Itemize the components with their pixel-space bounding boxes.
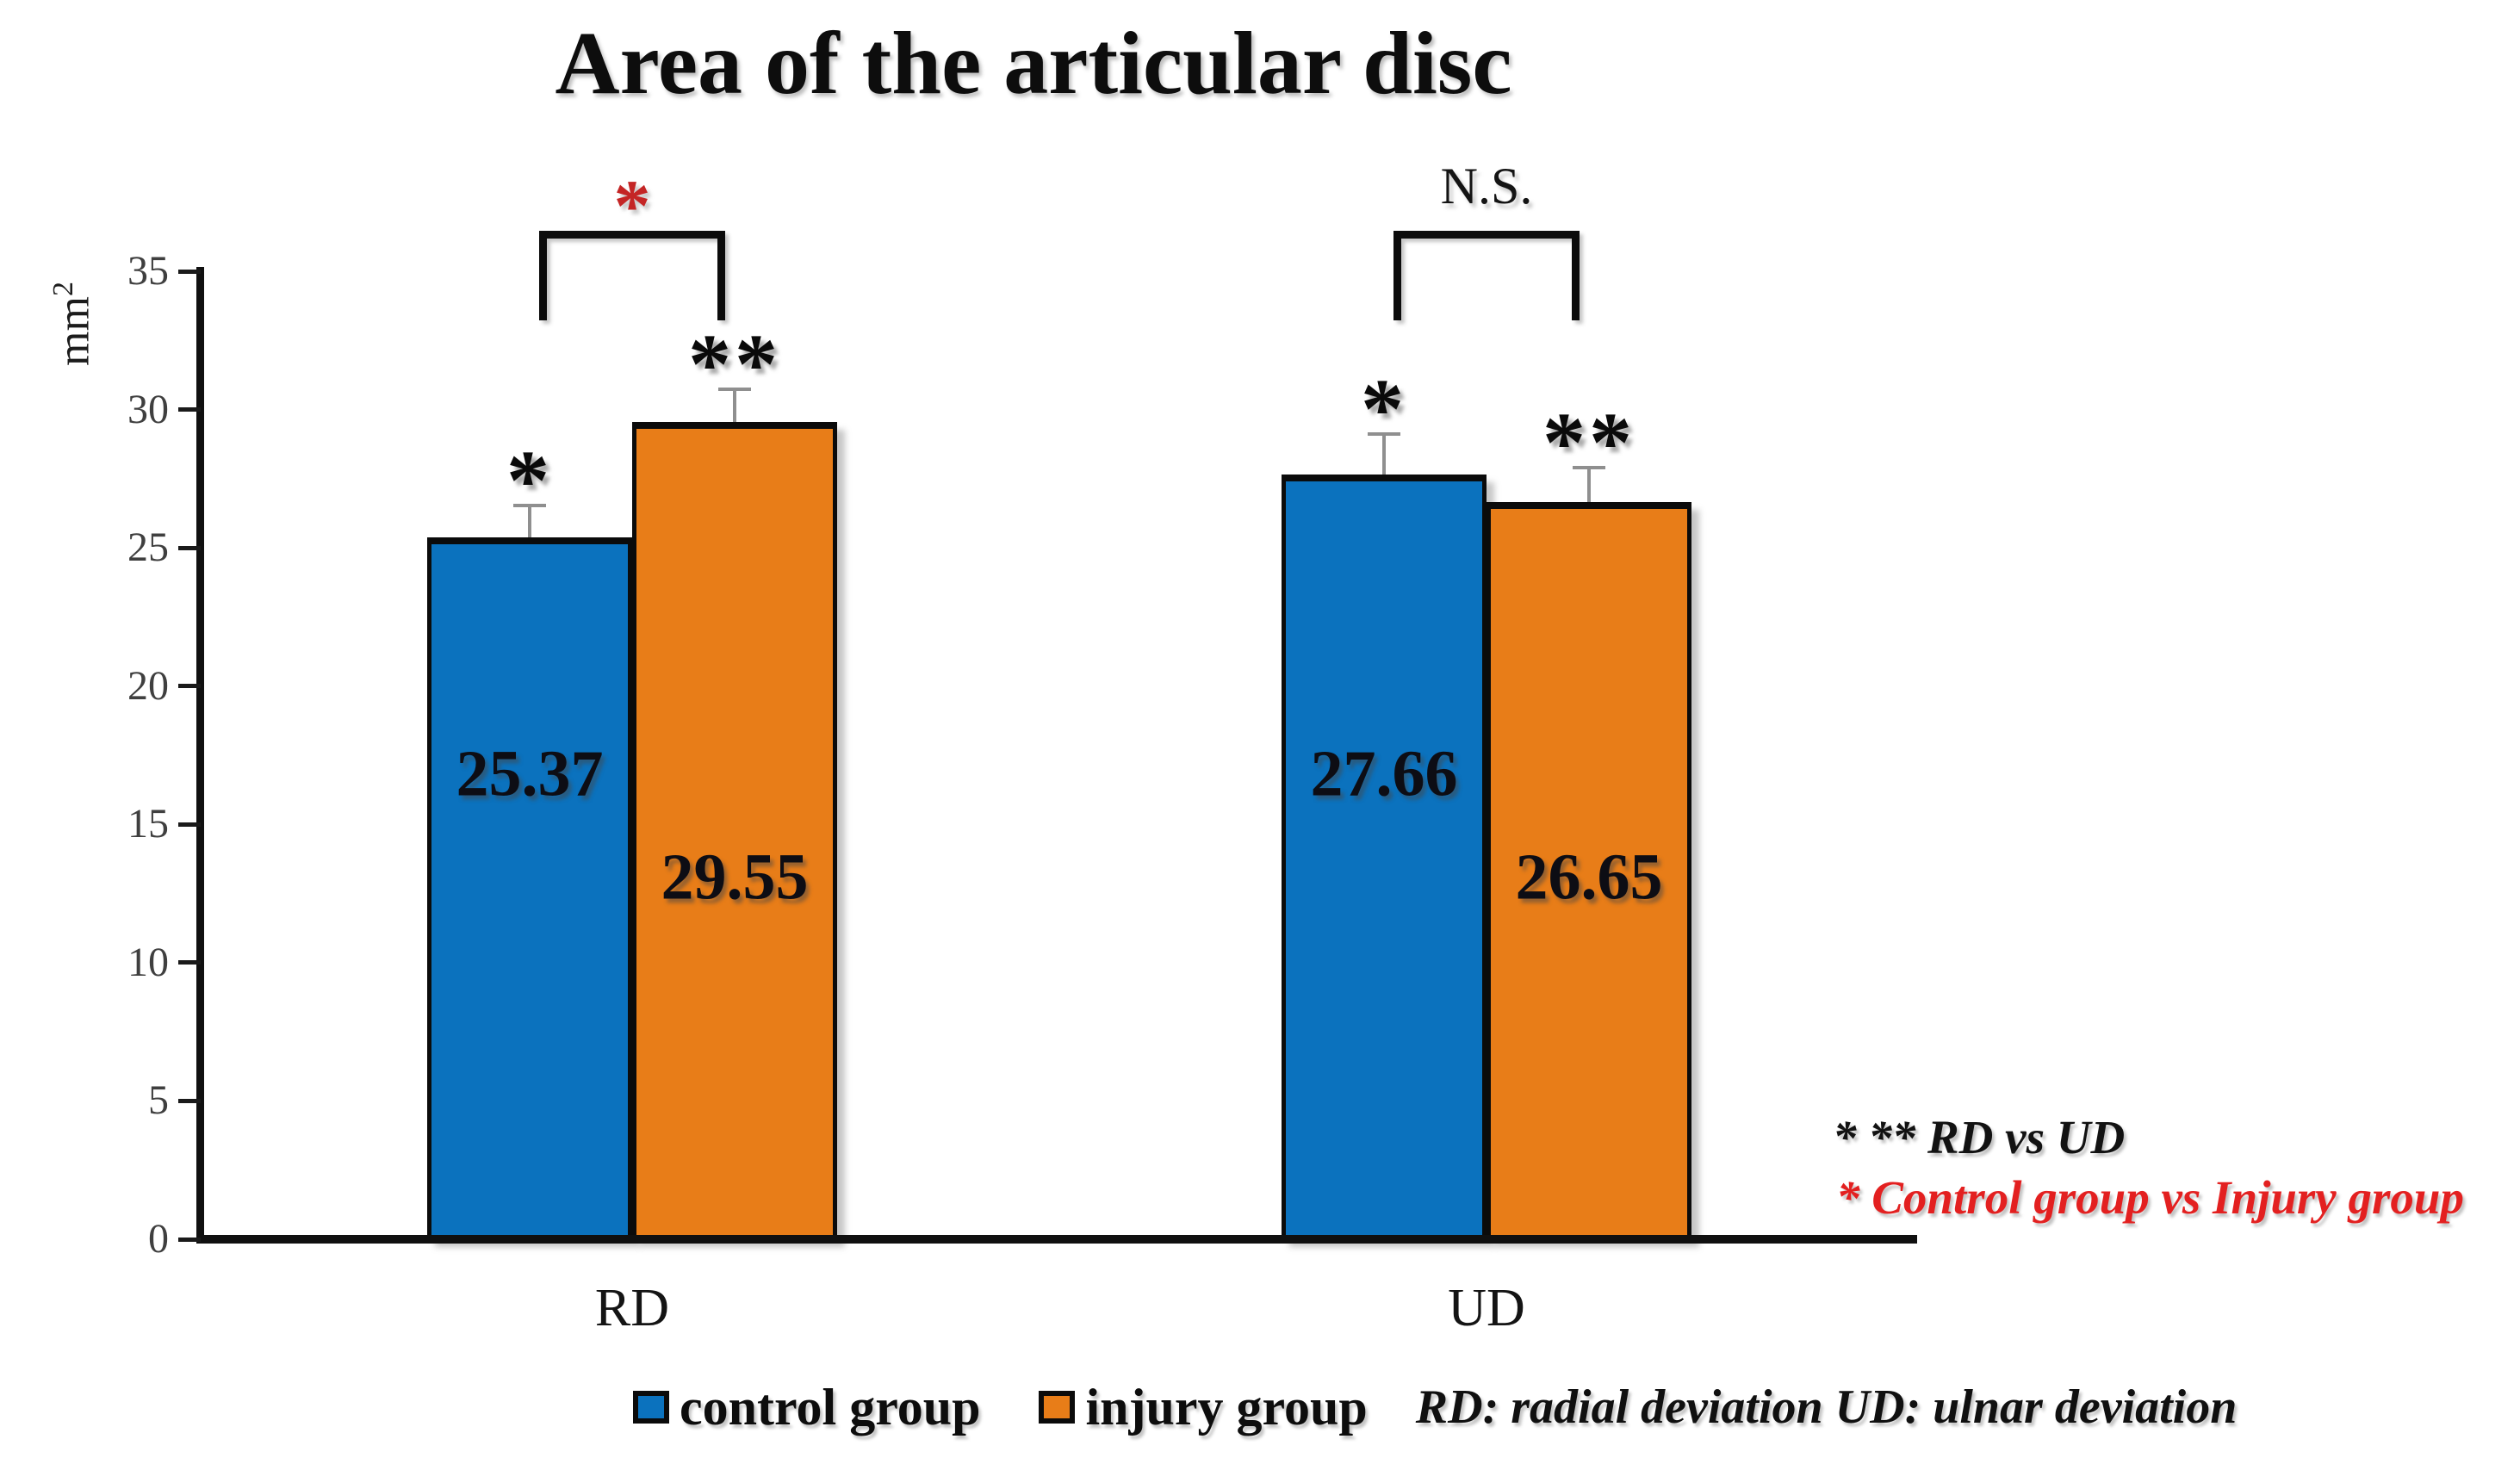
significance-note-red: * Control group vs Injury group [1836, 1171, 2464, 1224]
comparison-label-ud: N.S. [1440, 158, 1533, 214]
y-tick-mark [178, 1098, 201, 1103]
error-bar-stem-injury-rd [733, 389, 736, 423]
y-tick-mark [178, 684, 201, 689]
y-tick-mark [178, 1237, 201, 1242]
error-bar-cap-control-rd [513, 504, 546, 508]
y-tick-label: 25 [127, 524, 169, 571]
bar-value-label-injury-ud: 26.65 [1515, 841, 1663, 914]
bar-control-rd [427, 537, 632, 1239]
error-bar-stem-injury-ud [1587, 468, 1591, 503]
y-tick-label: 35 [127, 248, 169, 294]
abbreviation-note: RD: radial deviation UD: ulnar deviation [1415, 1380, 2238, 1434]
y-tick-mark [178, 960, 201, 965]
comparison-bracket-ud [1393, 231, 1580, 320]
y-tick-mark [178, 407, 201, 413]
y-tick-label: 0 [148, 1216, 169, 1262]
legend-label-control: control group [680, 1378, 981, 1436]
bar-value-label-control-rd: 25.37 [456, 737, 604, 810]
legend-swatch-control [633, 1391, 669, 1424]
y-tick-label: 30 [127, 386, 169, 432]
x-axis-line [196, 1235, 1917, 1244]
y-tick-label: 5 [148, 1077, 169, 1124]
y-tick-mark [178, 545, 201, 550]
category-label-ud: UD [1448, 1279, 1525, 1337]
error-bar-cap-injury-ud [1573, 466, 1605, 469]
y-tick-label: 10 [127, 939, 169, 985]
significance-stars-injury-rd: ** [688, 316, 781, 413]
y-axis-line [196, 267, 204, 1244]
significance-note-black: * ** RD vs UD [1833, 1111, 2126, 1163]
bar-value-label-injury-rd: 29.55 [661, 841, 809, 914]
y-tick-label: 20 [127, 662, 169, 709]
significance-stars-control-ud: * [1361, 361, 1407, 457]
error-bar-cap-injury-rd [718, 388, 751, 392]
significance-stars-injury-ud: ** [1542, 394, 1636, 490]
error-bar-stem-control-rd [528, 506, 531, 538]
comparison-label-rd: * [613, 164, 651, 247]
bar-value-label-control-ud: 27.66 [1310, 737, 1458, 810]
error-bar-cap-control-ud [1368, 432, 1400, 437]
y-tick-mark [178, 269, 201, 274]
error-bar-stem-control-ud [1382, 434, 1386, 475]
bar-injury-rd [632, 422, 837, 1239]
y-tick-label: 15 [127, 801, 169, 847]
legend-label-injury: injury group [1085, 1378, 1368, 1436]
y-tick-mark [178, 822, 201, 827]
significance-stars-control-rd: * [506, 432, 553, 529]
comparison-bracket-rd [539, 231, 725, 320]
bar-injury-ud [1487, 502, 1691, 1239]
chart-title: Area of the articular disc [555, 14, 1512, 113]
legend: control group injury group RD: radial devi… [633, 1376, 2237, 1438]
bar-control-ud [1282, 474, 1487, 1239]
category-label-rd: RD [594, 1279, 670, 1337]
legend-swatch-injury [1039, 1391, 1076, 1424]
